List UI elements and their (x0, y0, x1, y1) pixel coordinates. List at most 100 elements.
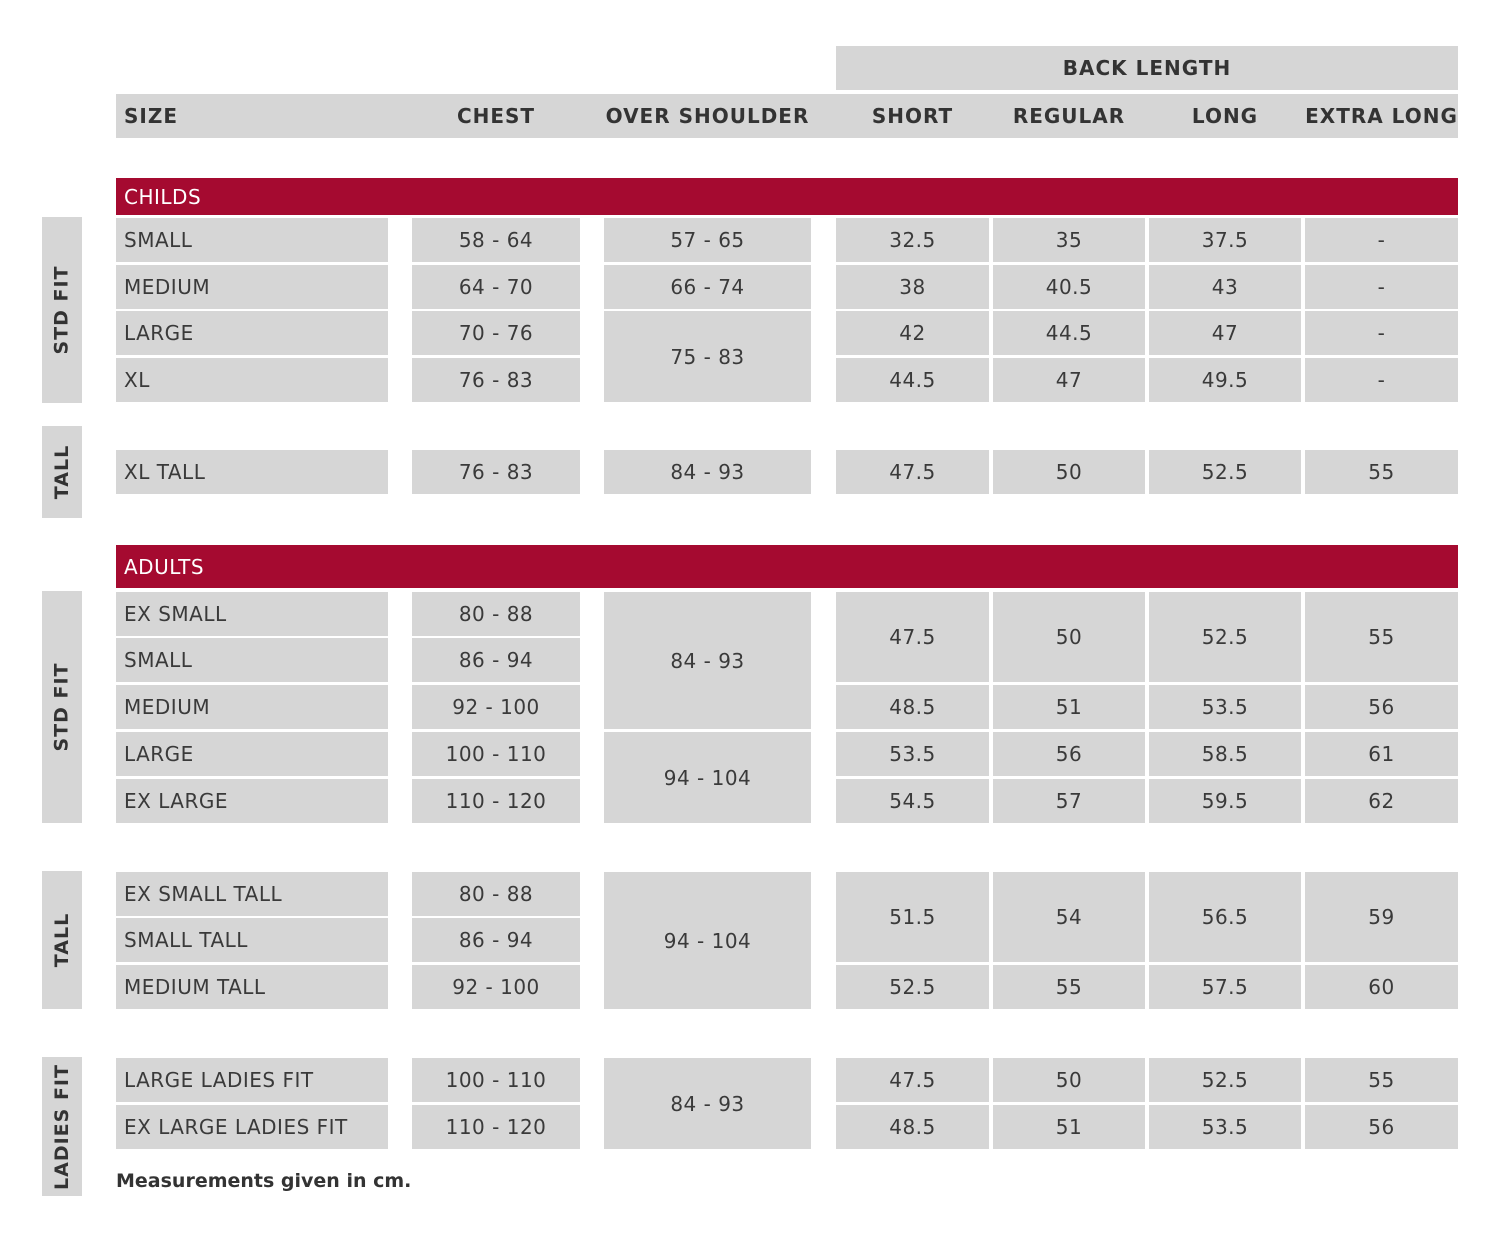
fit-group-label-text: LADIES FIT (51, 1063, 74, 1190)
extra-long-cell: 62 (1305, 779, 1458, 823)
long-cell: 43 (1149, 265, 1301, 309)
over-shoulder-cell: 94 - 104 (604, 732, 811, 823)
extra-long-cell: 56 (1305, 685, 1458, 729)
long-cell: 37.5 (1149, 218, 1301, 262)
size-name-cell: MEDIUM TALL (116, 965, 388, 1009)
chest-cell: 100 - 110 (412, 732, 580, 776)
size-name-cell: EX SMALL (116, 592, 388, 636)
long-cell: 52.5 (1149, 1058, 1301, 1102)
column-header-regular: REGULAR (1012, 104, 1126, 128)
fit-group-label: STD FIT (42, 591, 82, 823)
short-cell: 38 (836, 265, 989, 309)
long-cell: 53.5 (1149, 685, 1301, 729)
fit-group-label: LADIES FIT (42, 1057, 82, 1196)
column-header-row (116, 94, 1458, 138)
long-cell: 52.5 (1149, 592, 1301, 682)
extra-long-cell: 55 (1305, 450, 1458, 494)
column-header-short: SHORT (871, 104, 954, 128)
chest-cell: 92 - 100 (412, 965, 580, 1009)
chest-cell: 70 - 76 (412, 311, 580, 355)
short-cell: 48.5 (836, 685, 989, 729)
short-cell: 44.5 (836, 358, 989, 402)
back-length-header: BACK LENGTH (836, 46, 1458, 90)
extra-long-cell: 55 (1305, 592, 1458, 682)
extra-long-cell: - (1305, 218, 1458, 262)
extra-long-cell: - (1305, 311, 1458, 355)
section-header-childs: CHILDS (116, 178, 1458, 215)
fit-group-label-text: STD FIT (51, 265, 74, 355)
chest-cell: 110 - 120 (412, 779, 580, 823)
chest-cell: 80 - 88 (412, 872, 580, 916)
size-name-cell: MEDIUM (116, 265, 388, 309)
extra-long-cell: 60 (1305, 965, 1458, 1009)
chest-cell: 76 - 83 (412, 358, 580, 402)
size-name-cell: EX LARGE (116, 779, 388, 823)
size-name-cell: LARGE (116, 311, 388, 355)
extra-long-cell: - (1305, 358, 1458, 402)
over-shoulder-cell: 84 - 93 (604, 450, 811, 494)
short-cell: 47.5 (836, 450, 989, 494)
short-cell: 52.5 (836, 965, 989, 1009)
footnote: Measurements given in cm. (116, 1170, 412, 1192)
regular-cell: 55 (993, 965, 1145, 1009)
column-header-over-shoulder: OVER SHOULDER (605, 104, 810, 128)
size-name-cell: EX LARGE LADIES FIT (116, 1105, 388, 1149)
fit-group-label: TALL (42, 871, 82, 1009)
size-name-cell: LARGE LADIES FIT (116, 1058, 388, 1102)
over-shoulder-cell: 94 - 104 (604, 872, 811, 1009)
column-header-extra-long: EXTRA LONG (1305, 104, 1458, 128)
long-cell: 47 (1149, 311, 1301, 355)
chest-cell: 92 - 100 (412, 685, 580, 729)
over-shoulder-cell: 84 - 93 (604, 592, 811, 729)
size-name-cell: EX SMALL TALL (116, 872, 388, 916)
regular-cell: 50 (993, 450, 1145, 494)
over-shoulder-cell: 66 - 74 (604, 265, 811, 309)
long-cell: 56.5 (1149, 872, 1301, 962)
over-shoulder-cell: 75 - 83 (604, 311, 811, 402)
size-name-cell: XL (116, 358, 388, 402)
long-cell: 53.5 (1149, 1105, 1301, 1149)
short-cell: 47.5 (836, 592, 989, 682)
short-cell: 51.5 (836, 872, 989, 962)
regular-cell: 50 (993, 592, 1145, 682)
fit-group-label-text: TALL (51, 912, 73, 968)
extra-long-cell: 59 (1305, 872, 1458, 962)
short-cell: 54.5 (836, 779, 989, 823)
short-cell: 53.5 (836, 732, 989, 776)
chest-cell: 110 - 120 (412, 1105, 580, 1149)
short-cell: 47.5 (836, 1058, 989, 1102)
chest-cell: 64 - 70 (412, 265, 580, 309)
regular-cell: 40.5 (993, 265, 1145, 309)
long-cell: 58.5 (1149, 732, 1301, 776)
size-name-cell: LARGE (116, 732, 388, 776)
chest-cell: 80 - 88 (412, 592, 580, 636)
long-cell: 49.5 (1149, 358, 1301, 402)
size-name-cell: XL TALL (116, 450, 388, 494)
extra-long-cell: - (1305, 265, 1458, 309)
chest-cell: 86 - 94 (412, 638, 580, 682)
regular-cell: 50 (993, 1058, 1145, 1102)
short-cell: 42 (836, 311, 989, 355)
regular-cell: 51 (993, 685, 1145, 729)
regular-cell: 57 (993, 779, 1145, 823)
regular-cell: 44.5 (993, 311, 1145, 355)
extra-long-cell: 61 (1305, 732, 1458, 776)
size-name-cell: SMALL TALL (116, 918, 388, 962)
extra-long-cell: 55 (1305, 1058, 1458, 1102)
long-cell: 52.5 (1149, 450, 1301, 494)
over-shoulder-cell: 84 - 93 (604, 1058, 811, 1149)
regular-cell: 54 (993, 872, 1145, 962)
regular-cell: 56 (993, 732, 1145, 776)
chest-cell: 76 - 83 (412, 450, 580, 494)
regular-cell: 47 (993, 358, 1145, 402)
regular-cell: 35 (993, 218, 1145, 262)
fit-group-label-text: TALL (51, 444, 73, 500)
fit-group-label-text: STD FIT (51, 662, 74, 752)
size-name-cell: SMALL (116, 638, 388, 682)
column-header-chest: CHEST (456, 104, 536, 128)
column-header-size: SIZE (124, 104, 179, 128)
fit-group-label: STD FIT (42, 217, 82, 403)
chest-cell: 86 - 94 (412, 918, 580, 962)
size-name-cell: SMALL (116, 218, 388, 262)
fit-group-label: TALL (42, 426, 82, 518)
